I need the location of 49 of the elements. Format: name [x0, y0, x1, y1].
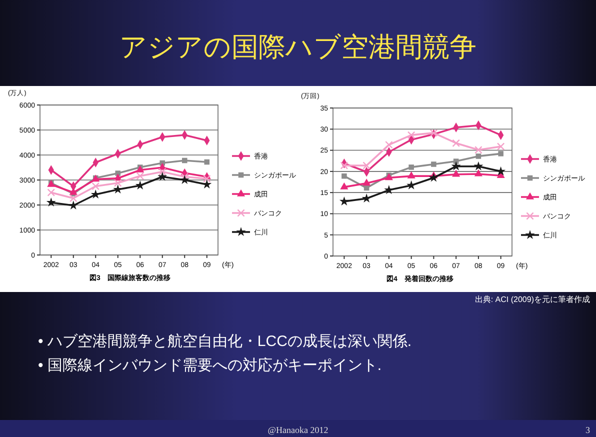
point — [474, 161, 484, 170]
point — [204, 159, 210, 165]
point — [452, 170, 460, 177]
point — [362, 178, 371, 186]
point — [362, 193, 372, 203]
point — [496, 166, 506, 176]
point — [158, 168, 166, 176]
point — [180, 172, 189, 181]
point — [47, 188, 56, 196]
point — [69, 194, 78, 202]
point — [476, 154, 482, 159]
point — [431, 162, 436, 167]
point — [474, 146, 482, 154]
text: • ハブ空港間競争と航空自由化・LCCの成長は深い関係. — [38, 333, 412, 350]
point — [182, 158, 188, 164]
text: • 国際線インバウンド需要への対応がキーポイント. — [38, 357, 382, 374]
point — [451, 161, 461, 170]
point — [339, 196, 349, 206]
point — [430, 129, 438, 137]
point — [384, 173, 393, 180]
text: アジアの国際ハブ空港間競争 — [120, 32, 476, 62]
point — [496, 142, 505, 150]
point — [136, 172, 144, 180]
point — [340, 162, 348, 170]
point — [362, 162, 370, 170]
point — [68, 200, 78, 210]
point — [428, 172, 438, 182]
point — [114, 179, 122, 187]
point — [407, 171, 416, 178]
text: 3 — [586, 425, 590, 435]
point — [407, 131, 416, 139]
point — [135, 180, 145, 190]
point — [385, 140, 393, 149]
point — [69, 188, 78, 195]
text: @Hanaoka 2012 — [268, 425, 328, 435]
point — [46, 198, 56, 207]
point — [136, 165, 144, 172]
point — [408, 164, 414, 170]
point — [452, 139, 460, 147]
point — [342, 173, 347, 179]
point — [453, 158, 459, 164]
point — [92, 182, 100, 190]
source-note: 出典: ACI (2009)を元に筆者作成 — [474, 295, 590, 304]
point — [158, 172, 168, 181]
point — [180, 175, 190, 184]
point — [474, 169, 482, 176]
point — [498, 151, 504, 156]
point — [202, 174, 211, 183]
point — [340, 182, 348, 190]
